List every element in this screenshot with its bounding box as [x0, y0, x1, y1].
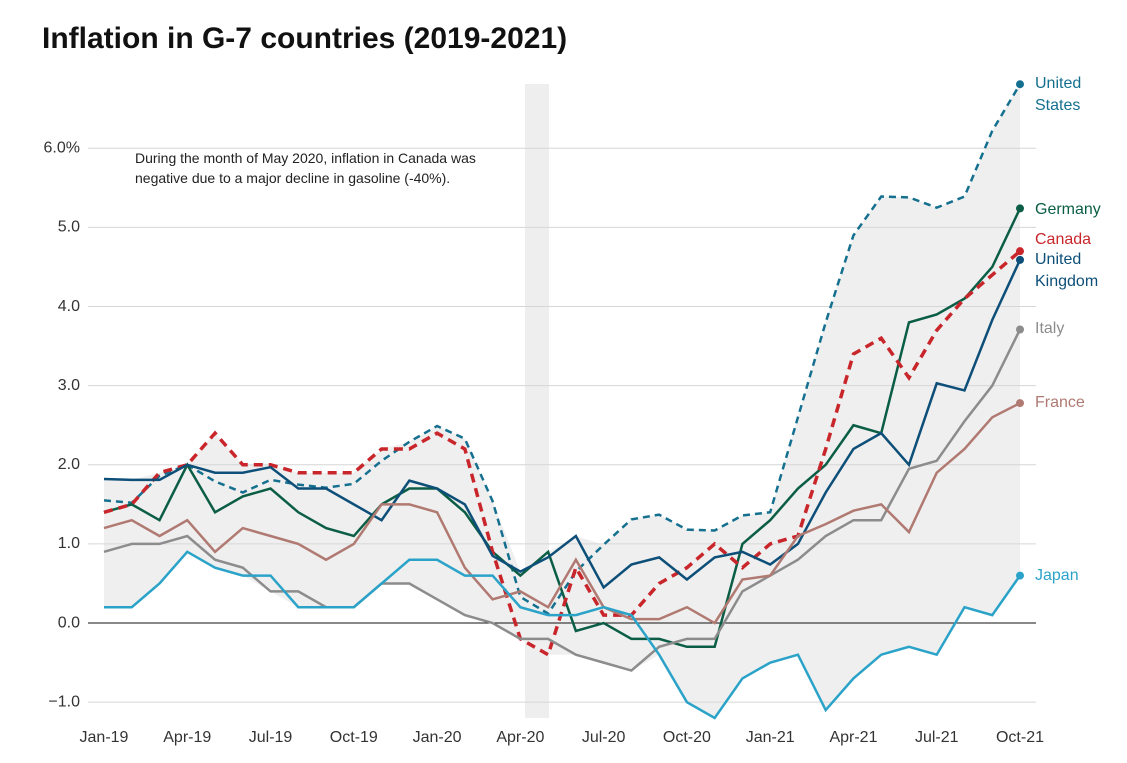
x-tick-label: Oct-21 — [996, 729, 1044, 746]
y-tick-label: 4.0 — [58, 298, 80, 315]
series-line — [103, 328, 1022, 672]
range-envelope — [104, 84, 1020, 719]
x-tick-label: Apr-20 — [496, 729, 544, 746]
x-tick-label: Apr-19 — [163, 729, 211, 746]
end-point — [1016, 204, 1024, 213]
end-point — [1016, 255, 1024, 264]
x-tick-label: Jul-19 — [249, 729, 293, 746]
x-tick-label: Jan-19 — [80, 729, 129, 746]
annotation: During the month of May 2020, inflation … — [135, 150, 476, 186]
end-point — [1016, 325, 1024, 334]
y-tick-label: −1.0 — [48, 693, 80, 710]
series-line — [103, 249, 1022, 658]
end-point — [1016, 80, 1024, 89]
x-tick-label: Jan-21 — [746, 729, 795, 746]
x-tick-label: Jan-20 — [413, 729, 462, 746]
chart-title: Inflation in G-7 countries (2019-2021) — [42, 22, 568, 55]
x-tick-label: Jul-20 — [582, 729, 626, 746]
x-tick-label: Apr-21 — [829, 729, 877, 746]
series-label: France — [1035, 394, 1085, 412]
end-point — [1016, 399, 1024, 408]
series-label: United Kingdom — [1035, 250, 1099, 290]
series-line — [104, 550, 1022, 720]
series-line — [103, 207, 1022, 649]
y-tick-label: 3.0 — [58, 377, 80, 394]
y-tick-label: 5.0 — [58, 219, 80, 236]
y-tick-label: 6.0% — [44, 140, 80, 157]
series-line — [103, 401, 1021, 625]
series-label: Japan — [1035, 566, 1079, 584]
series-label: Germany — [1035, 201, 1101, 219]
series-label: Canada — [1035, 231, 1092, 249]
x-tick-label: Oct-19 — [330, 729, 378, 746]
x-tick-label: Jul-21 — [915, 729, 959, 746]
series-label: United States — [1035, 75, 1082, 115]
y-tick-label: 1.0 — [58, 535, 80, 552]
x-tick-label: Oct-20 — [663, 729, 711, 746]
series-line — [103, 259, 1022, 590]
y-tick-label: 2.0 — [58, 456, 80, 473]
end-point — [1016, 571, 1024, 580]
end-point — [1016, 247, 1024, 256]
y-tick-label: 0.0 — [58, 614, 80, 631]
series-label: Italy — [1035, 320, 1065, 338]
